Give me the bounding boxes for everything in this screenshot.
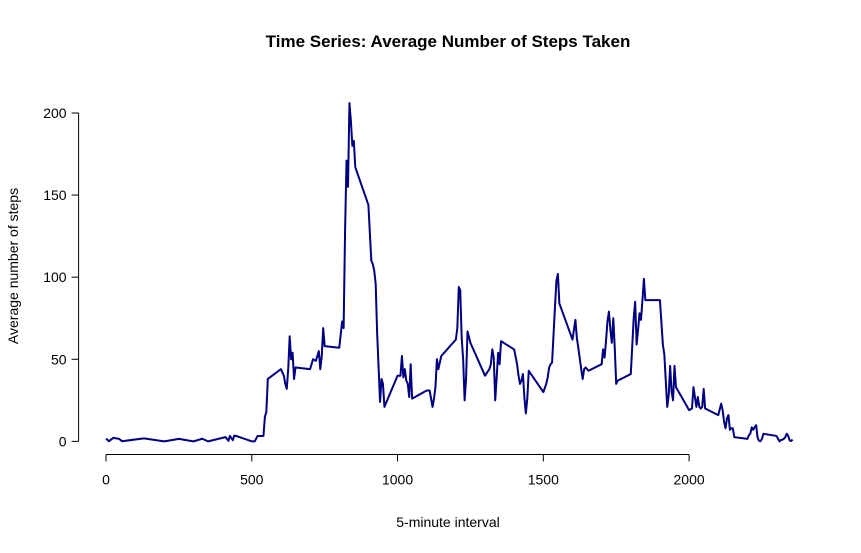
y-tick-label: 0 — [59, 433, 67, 449]
x-tick-label: 0 — [102, 472, 110, 488]
x-axis-label: 5-minute interval — [396, 514, 500, 530]
y-axis-label: Average number of steps — [5, 188, 21, 344]
y-tick-label: 200 — [43, 105, 67, 121]
y-tick-label: 100 — [43, 269, 67, 285]
x-tick-label: 500 — [240, 472, 264, 488]
chart-title: Time Series: Average Number of Steps Tak… — [266, 32, 631, 51]
y-tick-label: 150 — [43, 187, 67, 203]
x-tick-label: 2000 — [674, 472, 705, 488]
x-tick-label: 1500 — [528, 472, 559, 488]
x-tick-label: 1000 — [382, 472, 413, 488]
y-tick-label: 50 — [51, 351, 67, 367]
line — [105, 102, 794, 443]
